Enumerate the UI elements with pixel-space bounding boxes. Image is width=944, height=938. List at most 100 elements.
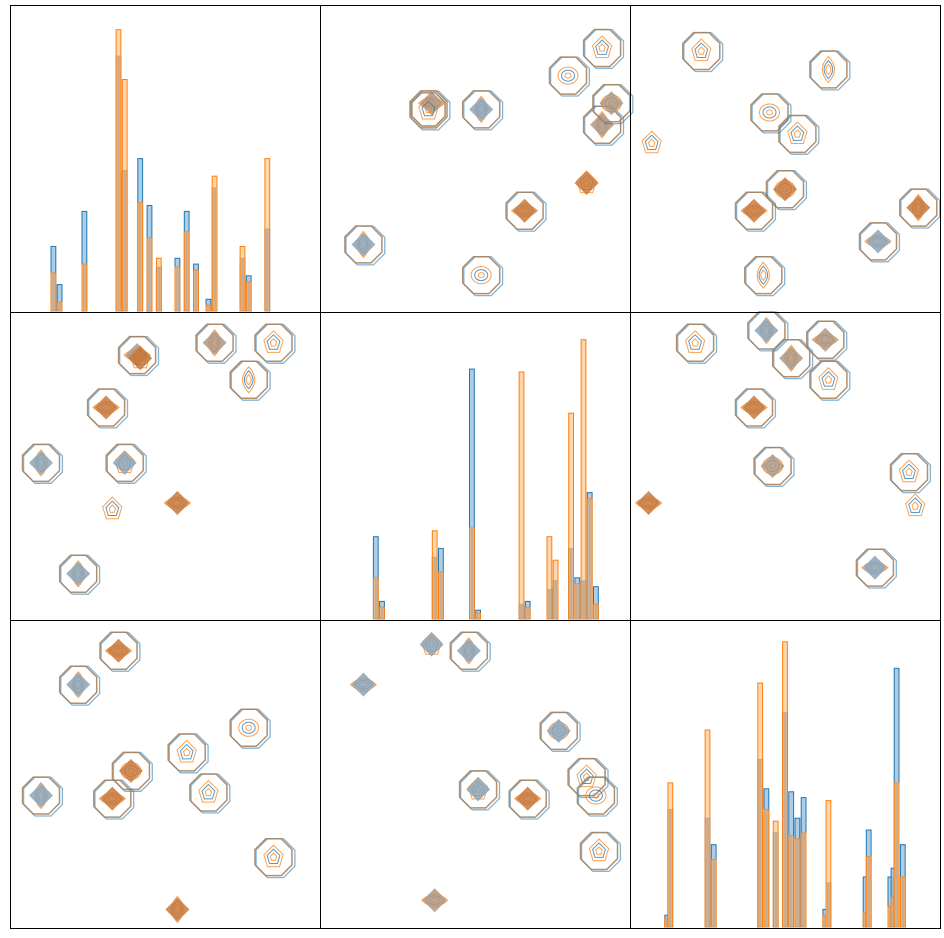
contour-level	[598, 43, 606, 52]
contour-outer-b	[744, 255, 783, 295]
contour-outer-a	[230, 708, 271, 749]
contour-core	[599, 91, 624, 116]
contour-level	[644, 134, 659, 151]
contour-level	[266, 334, 281, 350]
contour-level	[823, 59, 834, 80]
contour-outer-b	[99, 631, 138, 671]
panel-r0-c0	[10, 5, 321, 313]
contour-outer-b	[505, 191, 544, 230]
contour-core	[66, 672, 91, 697]
contour-outer-b	[117, 335, 157, 375]
contour-blob	[750, 93, 792, 134]
contour-level	[825, 63, 832, 76]
contour-outer-a	[60, 554, 101, 595]
contour-blob	[675, 323, 718, 364]
panel-border	[10, 312, 321, 621]
contour-core	[351, 672, 376, 697]
contour-level	[790, 125, 805, 141]
contour-outer-b	[809, 50, 848, 89]
contour-level	[821, 55, 835, 84]
contour-core	[742, 395, 766, 420]
contour-outer-b	[592, 84, 631, 123]
contour-outer-a	[94, 779, 135, 820]
contour-outer-b	[765, 169, 805, 209]
contour-blob	[734, 191, 777, 232]
histogram-bar-overlap	[123, 170, 127, 311]
contour-blob	[419, 631, 444, 657]
contour-blob	[58, 665, 101, 706]
contour-level	[176, 739, 197, 763]
contour-core	[813, 327, 838, 352]
contour-outer-b	[344, 225, 383, 264]
contour-core	[515, 786, 540, 811]
histogram-bar-overlap	[789, 835, 793, 927]
contour-core	[546, 718, 571, 743]
contour-blob	[765, 169, 808, 211]
contour-outer-a	[735, 191, 777, 232]
contour-level	[793, 129, 802, 138]
contour-core	[66, 561, 91, 586]
contour-outer-a	[810, 50, 851, 91]
contour-level	[759, 103, 781, 122]
contour-level	[766, 109, 774, 116]
contour-level	[266, 848, 281, 865]
contour-outer-b	[458, 770, 498, 809]
contour-level	[588, 838, 610, 862]
contour-outer-a	[577, 776, 618, 817]
contour-outer-b	[21, 443, 61, 483]
contour-blob	[855, 548, 897, 589]
contour-blob	[349, 672, 378, 697]
contour-blob	[409, 90, 451, 131]
contour-outer-a	[410, 90, 451, 131]
histogram-bar-overlap	[796, 838, 799, 927]
contour-outer-b	[675, 323, 715, 363]
contour-blob	[344, 225, 386, 266]
contour-blob	[165, 895, 190, 924]
contour-outer-a	[856, 548, 897, 589]
contour-blob	[21, 443, 64, 484]
contour-level	[474, 269, 489, 282]
contour-level	[908, 497, 923, 513]
contour-outer-b	[461, 90, 501, 129]
contour-level	[105, 500, 120, 517]
contour-outer-a	[168, 733, 209, 774]
histogram-bar-overlap	[575, 583, 579, 619]
contour-level	[108, 504, 117, 513]
panel-r2-c2	[630, 620, 941, 929]
histogram-bar-overlap	[765, 809, 768, 927]
histogram-bar-overlap	[665, 918, 669, 927]
contour-level	[179, 743, 194, 760]
contour-core	[202, 330, 227, 355]
contour-level	[647, 138, 656, 147]
contour-blob	[641, 130, 662, 154]
contour-core	[456, 638, 481, 663]
contour-outer-a	[810, 360, 851, 401]
histogram-bar-overlap	[157, 267, 161, 311]
contour-level	[241, 721, 256, 734]
contour-level	[787, 121, 808, 145]
contour-level	[684, 330, 706, 353]
contour-level	[756, 261, 770, 289]
contour-blob	[458, 770, 501, 811]
contour-outer-a	[60, 665, 101, 706]
contour-blob	[682, 31, 724, 73]
contour-outer-a	[859, 222, 901, 263]
contour-outer-b	[195, 323, 234, 363]
contour-level	[424, 104, 433, 114]
contour-blob	[449, 631, 491, 672]
histogram-bar-overlap	[185, 231, 189, 311]
contour-outer-a	[22, 776, 64, 817]
contour-outer-a	[450, 631, 491, 672]
contour-level	[204, 787, 213, 797]
contour-outer-b	[508, 779, 547, 818]
histogram-bar-overlap	[569, 548, 573, 619]
contour-level	[557, 66, 579, 85]
histogram-bar-overlap	[588, 498, 592, 619]
contour-level	[688, 334, 703, 350]
contour-blob	[734, 388, 777, 429]
contour-level	[579, 768, 594, 784]
contour-outer-a	[568, 758, 609, 799]
panel-r2-c1	[320, 620, 631, 929]
contour-outer-a	[735, 388, 777, 429]
